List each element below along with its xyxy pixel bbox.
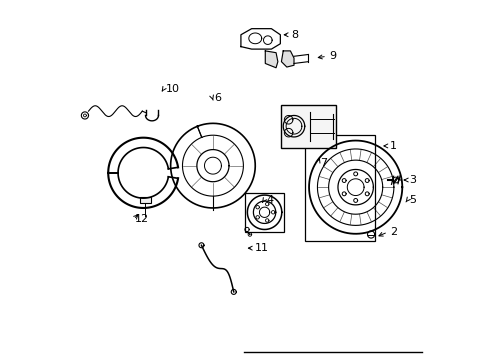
Text: 11: 11 bbox=[255, 243, 269, 253]
Bar bbox=[244, 193, 284, 231]
Text: 12: 12 bbox=[135, 215, 149, 224]
Text: 10: 10 bbox=[165, 84, 179, 94]
Bar bbox=[140, 197, 150, 203]
Polygon shape bbox=[281, 51, 293, 67]
Text: 4: 4 bbox=[265, 195, 273, 205]
Text: 1: 1 bbox=[389, 141, 396, 151]
Text: 2: 2 bbox=[389, 227, 396, 237]
Bar bbox=[280, 105, 335, 148]
Text: 6: 6 bbox=[214, 93, 221, 103]
Text: 9: 9 bbox=[328, 51, 335, 61]
Text: 3: 3 bbox=[408, 175, 416, 185]
Bar bbox=[304, 135, 374, 241]
Text: 5: 5 bbox=[408, 195, 416, 205]
Polygon shape bbox=[265, 51, 277, 68]
Text: 8: 8 bbox=[290, 30, 298, 40]
Text: 7: 7 bbox=[319, 158, 326, 168]
